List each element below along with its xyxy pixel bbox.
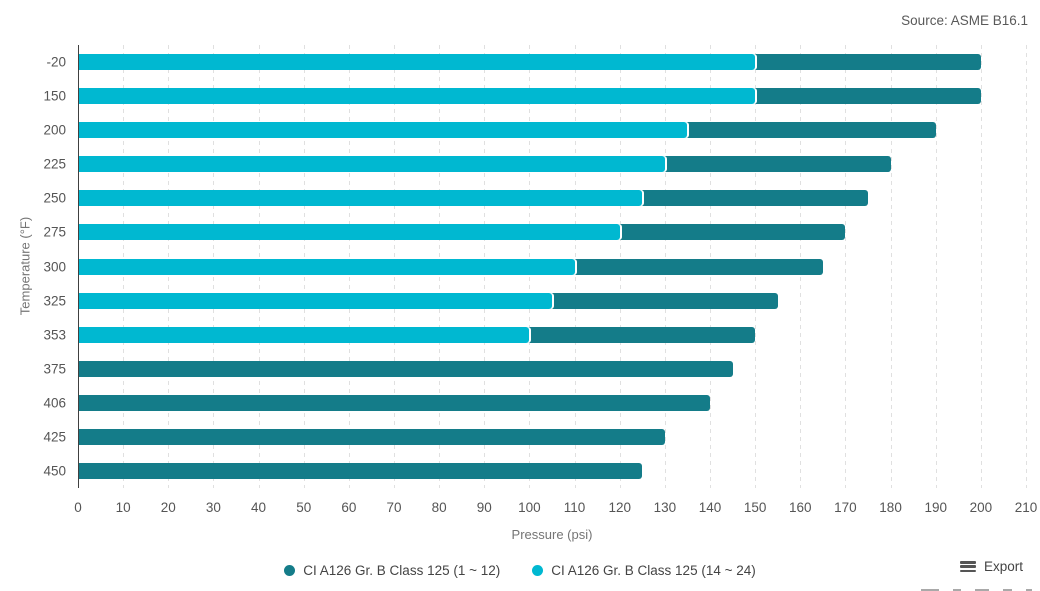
- y-tick-label: 300: [43, 259, 66, 274]
- x-tick-label: 160: [789, 500, 812, 515]
- legend-marker-series-1-icon: [284, 565, 296, 576]
- x-tick-label: 20: [160, 500, 176, 515]
- gridline: [980, 45, 982, 488]
- export-button[interactable]: Export: [959, 559, 1023, 574]
- clipped-footer-text: [921, 588, 1032, 591]
- legend-label-series-2: CI A126 Gr. B Class 125 (14 ~ 24): [551, 563, 756, 578]
- source-attribution: Source: ASME B16.1: [901, 13, 1028, 28]
- x-tick-label: 170: [834, 500, 857, 515]
- bar-series-2-353[interactable]: [78, 326, 530, 343]
- hamburger-menu-icon: [959, 561, 976, 572]
- x-tick-label: 100: [518, 500, 541, 515]
- x-tick-label: 70: [386, 500, 402, 515]
- x-axis-title: Pressure (psi): [511, 527, 593, 542]
- x-tick-label: 0: [74, 500, 82, 515]
- y-tick-label: 275: [43, 224, 66, 240]
- legend-marker-series-2-icon: [532, 565, 544, 576]
- x-tick-label: 120: [608, 500, 631, 515]
- bar-series-2-150[interactable]: [78, 88, 756, 105]
- export-button-label: Export: [983, 559, 1023, 574]
- x-tick-label: 60: [341, 500, 357, 515]
- x-tick-label: 200: [969, 500, 993, 515]
- y-tick-label: 425: [43, 429, 66, 445]
- legend-item-series-2[interactable]: CI A126 Gr. B Class 125 (14 ~ 24): [532, 563, 756, 578]
- x-tick-label: 90: [476, 500, 492, 515]
- bar-series-2-275[interactable]: [78, 224, 620, 241]
- legend: CI A126 Gr. B Class 125 (1 ~ 12) CI A126…: [0, 563, 1040, 578]
- bar-series-1-450[interactable]: [78, 462, 643, 479]
- y-tick-label: 353: [43, 327, 66, 343]
- x-tick-label: 180: [879, 500, 902, 515]
- x-tick-label: 30: [205, 500, 221, 515]
- x-tick-label: 110: [563, 500, 586, 515]
- gridline: [890, 45, 892, 488]
- x-tick-label: 130: [653, 500, 677, 515]
- gridline: [845, 45, 847, 488]
- bar-series-2-250[interactable]: [78, 190, 643, 207]
- y-tick-label: 250: [43, 190, 66, 206]
- bar-series-2-300[interactable]: [78, 258, 575, 275]
- y-tick-label: 450: [43, 463, 66, 479]
- x-tick-label: 140: [698, 500, 722, 515]
- y-tick-label: 375: [43, 361, 66, 377]
- y-tick-label: 325: [43, 293, 66, 309]
- x-tick-label: 50: [296, 500, 312, 515]
- x-tick-label: 10: [115, 500, 131, 515]
- x-tick-label: 40: [251, 500, 267, 515]
- gridline: [935, 45, 937, 488]
- x-tick-label: 210: [1014, 500, 1038, 515]
- bar-series-1-425[interactable]: [78, 428, 665, 445]
- y-axis-line: [78, 45, 79, 488]
- legend-item-series-1[interactable]: CI A126 Gr. B Class 125 (1 ~ 12): [284, 563, 500, 578]
- y-tick-label: 406: [43, 395, 66, 411]
- y-tick-label: 150: [43, 88, 66, 104]
- gridline: [1026, 45, 1027, 488]
- x-tick-label: 150: [743, 500, 767, 515]
- x-tick-label: 80: [431, 500, 447, 515]
- y-tick-label: 225: [43, 156, 66, 172]
- plot-area: [78, 45, 1027, 488]
- bar-series-2--20[interactable]: [78, 54, 756, 71]
- legend-label-series-1: CI A126 Gr. B Class 125 (1 ~ 12): [303, 563, 501, 578]
- x-tick-label: 190: [924, 500, 947, 515]
- bar-series-2-225[interactable]: [78, 156, 665, 173]
- bar-series-1-406[interactable]: [78, 394, 710, 411]
- bar-series-2-200[interactable]: [78, 122, 688, 139]
- y-tick-label: 200: [43, 122, 66, 138]
- bar-series-1-375[interactable]: [78, 360, 733, 377]
- y-tick-label: -20: [46, 54, 66, 70]
- bar-series-2-325[interactable]: [78, 292, 552, 309]
